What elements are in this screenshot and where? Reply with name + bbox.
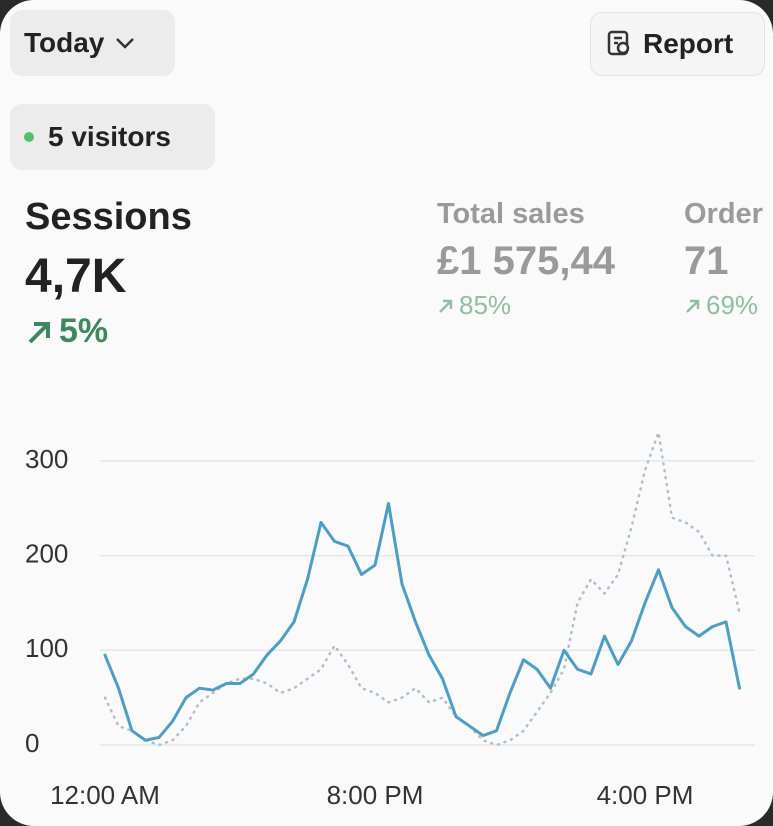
- metric-sessions[interactable]: Sessions 4,7K 5%: [25, 196, 192, 351]
- metric-change-value: 85%: [459, 290, 512, 320]
- metric-change: 69%: [684, 290, 763, 321]
- y-tick-label: 100: [25, 633, 68, 663]
- metric-value: £1 575,44: [437, 239, 615, 283]
- metric-orders[interactable]: Order 71 69%: [684, 198, 763, 321]
- metric-change-value: 69%: [706, 290, 759, 320]
- metric-change: 85%: [437, 290, 615, 321]
- live-dot: [24, 132, 34, 142]
- x-tick-label: 4:00 PM: [597, 780, 694, 810]
- up-arrow-icon: [686, 299, 700, 313]
- metric-label: Order: [684, 198, 763, 230]
- series-line: [103, 431, 741, 747]
- visitors-badge: 5 visitors: [10, 104, 215, 170]
- metric-change: 5%: [25, 312, 192, 351]
- metric-label: Total sales: [437, 198, 585, 230]
- period-label: Today: [24, 27, 105, 58]
- metric-label: Sessions: [25, 196, 192, 238]
- metric-change-value: 5%: [59, 312, 109, 350]
- y-tick-label: 300: [25, 444, 68, 474]
- visitors-label: 5 visitors: [48, 121, 171, 152]
- chevron-icon: [116, 38, 135, 49]
- period-select[interactable]: Today: [10, 10, 175, 76]
- up-arrow-icon: [439, 299, 453, 313]
- report-button[interactable]: Report: [590, 12, 765, 76]
- metric-value: 4,7K: [25, 250, 127, 303]
- report-icon: [607, 30, 630, 56]
- report-label: Report: [643, 28, 734, 59]
- series-line: [103, 502, 741, 742]
- y-tick-label: 0: [25, 728, 39, 758]
- x-tick-label: 12:00 AM: [50, 780, 160, 810]
- x-tick-label: 8:00 PM: [327, 780, 424, 810]
- metric-sales[interactable]: Total sales £1 575,44 85%: [437, 198, 615, 321]
- metric-value: 71: [684, 239, 729, 283]
- y-tick-label: 200: [25, 538, 68, 568]
- up-arrow-icon: [28, 321, 50, 343]
